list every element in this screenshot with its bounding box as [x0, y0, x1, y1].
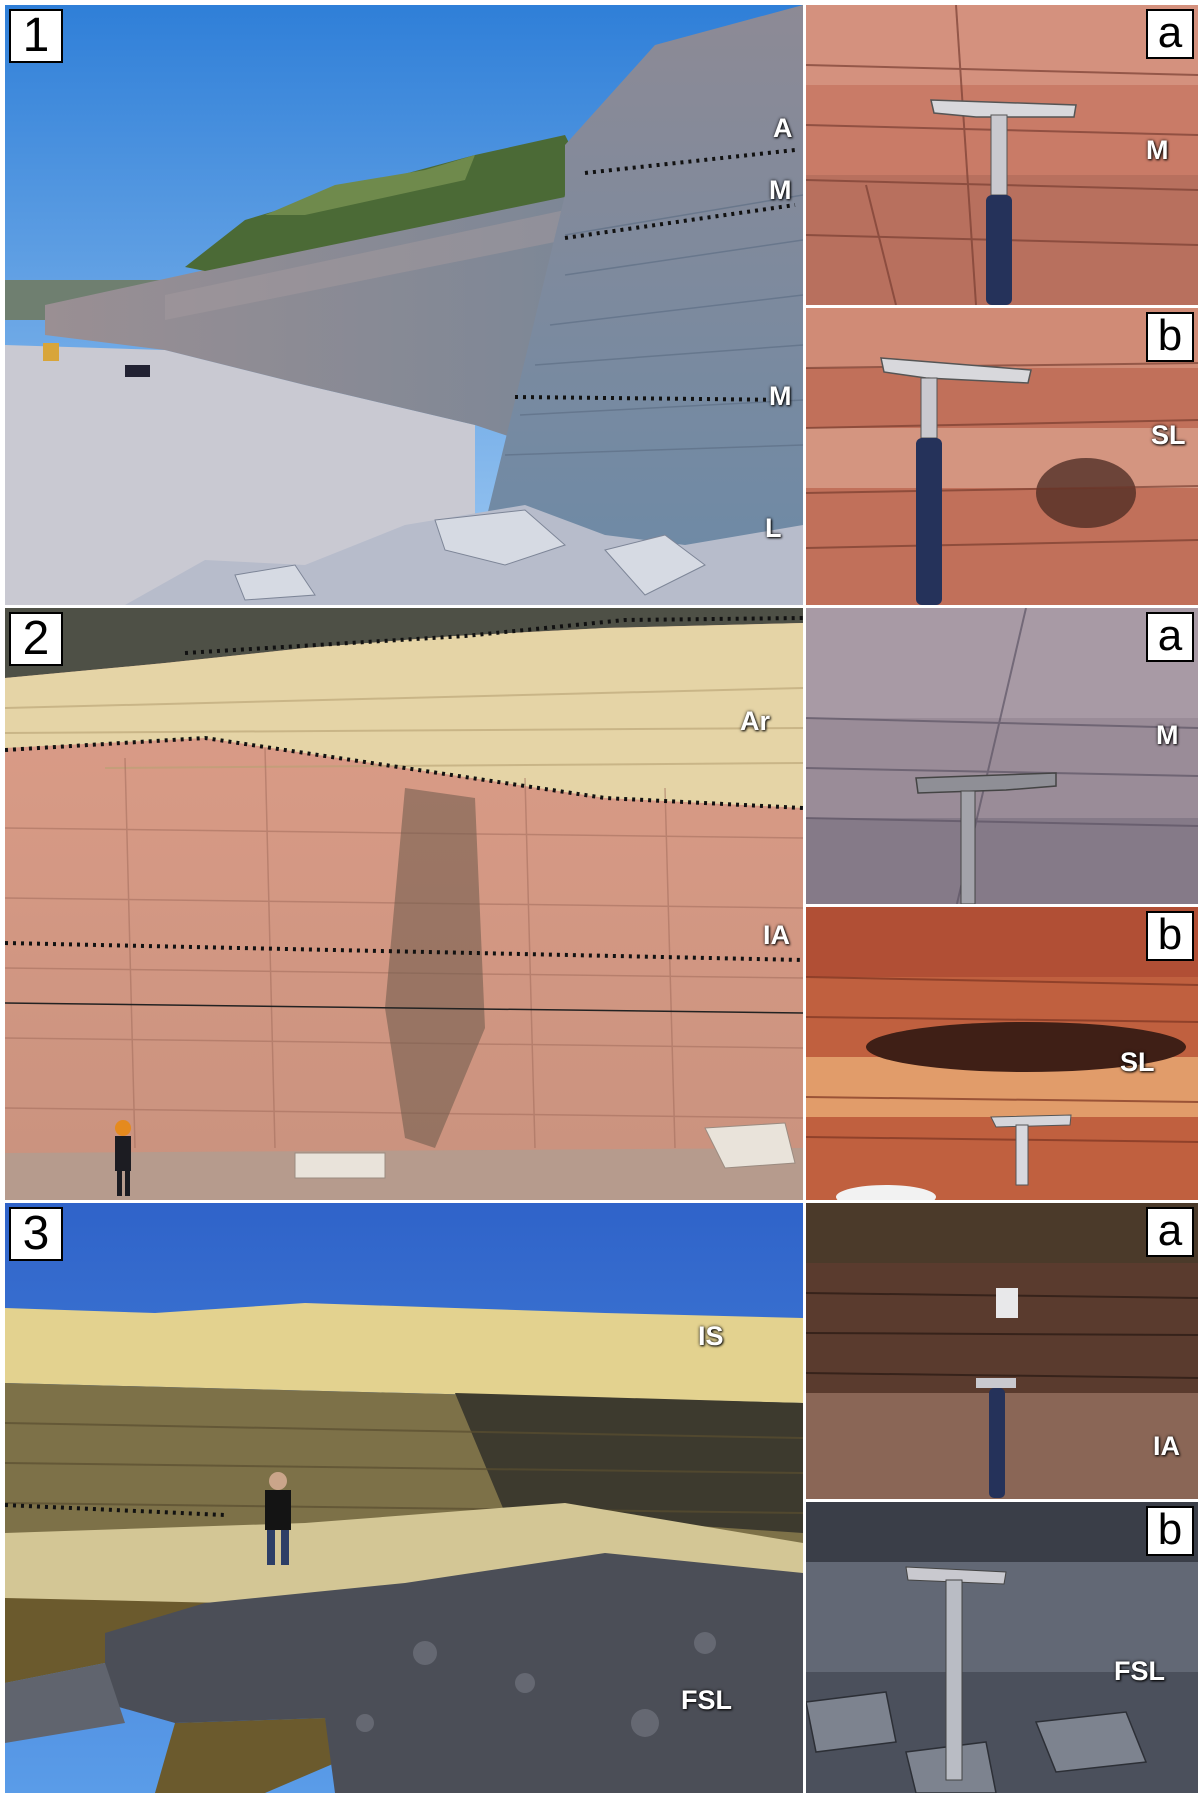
quarry-photo-3: [5, 1203, 803, 1793]
rock-hammer-icon: [880, 357, 1032, 605]
unit-label-l: L: [765, 513, 782, 543]
rock-closeup-1a: [806, 5, 1198, 305]
photo-panel-2: 2 Ar IA: [5, 608, 803, 1200]
photo-panel-3: 3 IS FSL: [5, 1203, 803, 1793]
person-icon: [115, 1120, 131, 1196]
inset-label-3b: FSL: [1114, 1656, 1165, 1686]
inset-letter-2b: b: [1146, 911, 1194, 961]
unit-label-ia: IA: [763, 920, 790, 950]
inset-1a: a M: [806, 5, 1198, 305]
rock-closeup-3b: [806, 1502, 1198, 1793]
inset-2a: a M: [806, 608, 1198, 904]
rock-closeup-1b: [806, 308, 1198, 605]
rock-hammer-icon: [930, 99, 1077, 305]
unit-label-m-upper: M: [769, 175, 792, 205]
inset-label-2b: SL: [1120, 1047, 1155, 1077]
rock-closeup-2b: [806, 907, 1198, 1200]
unit-label-fsl: FSL: [681, 1685, 732, 1715]
panel-number-1: 1: [9, 9, 63, 63]
unit-label-ar: Ar: [740, 706, 771, 736]
inset-letter-1b: b: [1146, 312, 1194, 362]
rock-hammer-icon: [976, 1378, 1016, 1498]
outcrop-photo-2: [5, 608, 803, 1200]
panel-number-3: 3: [9, 1207, 63, 1261]
inset-2b: b SL: [806, 907, 1198, 1200]
panel-number-2: 2: [9, 612, 63, 666]
photo-panel-1: 1 A M M L: [5, 5, 803, 605]
inset-letter-1a: a: [1146, 9, 1194, 59]
inset-letter-3b: b: [1146, 1506, 1194, 1556]
rock-closeup-2a: [806, 608, 1198, 904]
rock-closeup-3a: [806, 1203, 1198, 1499]
rock-hammer-icon: [990, 1114, 1072, 1186]
person-icon: [265, 1472, 291, 1565]
inset-3b: b FSL: [806, 1502, 1198, 1793]
rock-hammer-icon: [905, 1566, 1007, 1781]
inset-letter-2a: a: [1146, 612, 1194, 662]
inset-label-1a: M: [1146, 135, 1169, 165]
unit-label-a: A: [773, 113, 793, 143]
inset-label-3a: IA: [1153, 1431, 1180, 1461]
inset-3a: a IA: [806, 1203, 1198, 1499]
rock-hammer-icon: [915, 772, 1057, 904]
inset-letter-3a: a: [1146, 1207, 1194, 1257]
inset-label-1b: SL: [1151, 420, 1186, 450]
unit-label-m-lower: M: [769, 381, 792, 411]
unit-label-is: IS: [698, 1321, 724, 1351]
inset-label-2a: M: [1156, 720, 1179, 750]
inset-1b: b SL: [806, 308, 1198, 605]
quarry-photo-1: [5, 5, 803, 605]
